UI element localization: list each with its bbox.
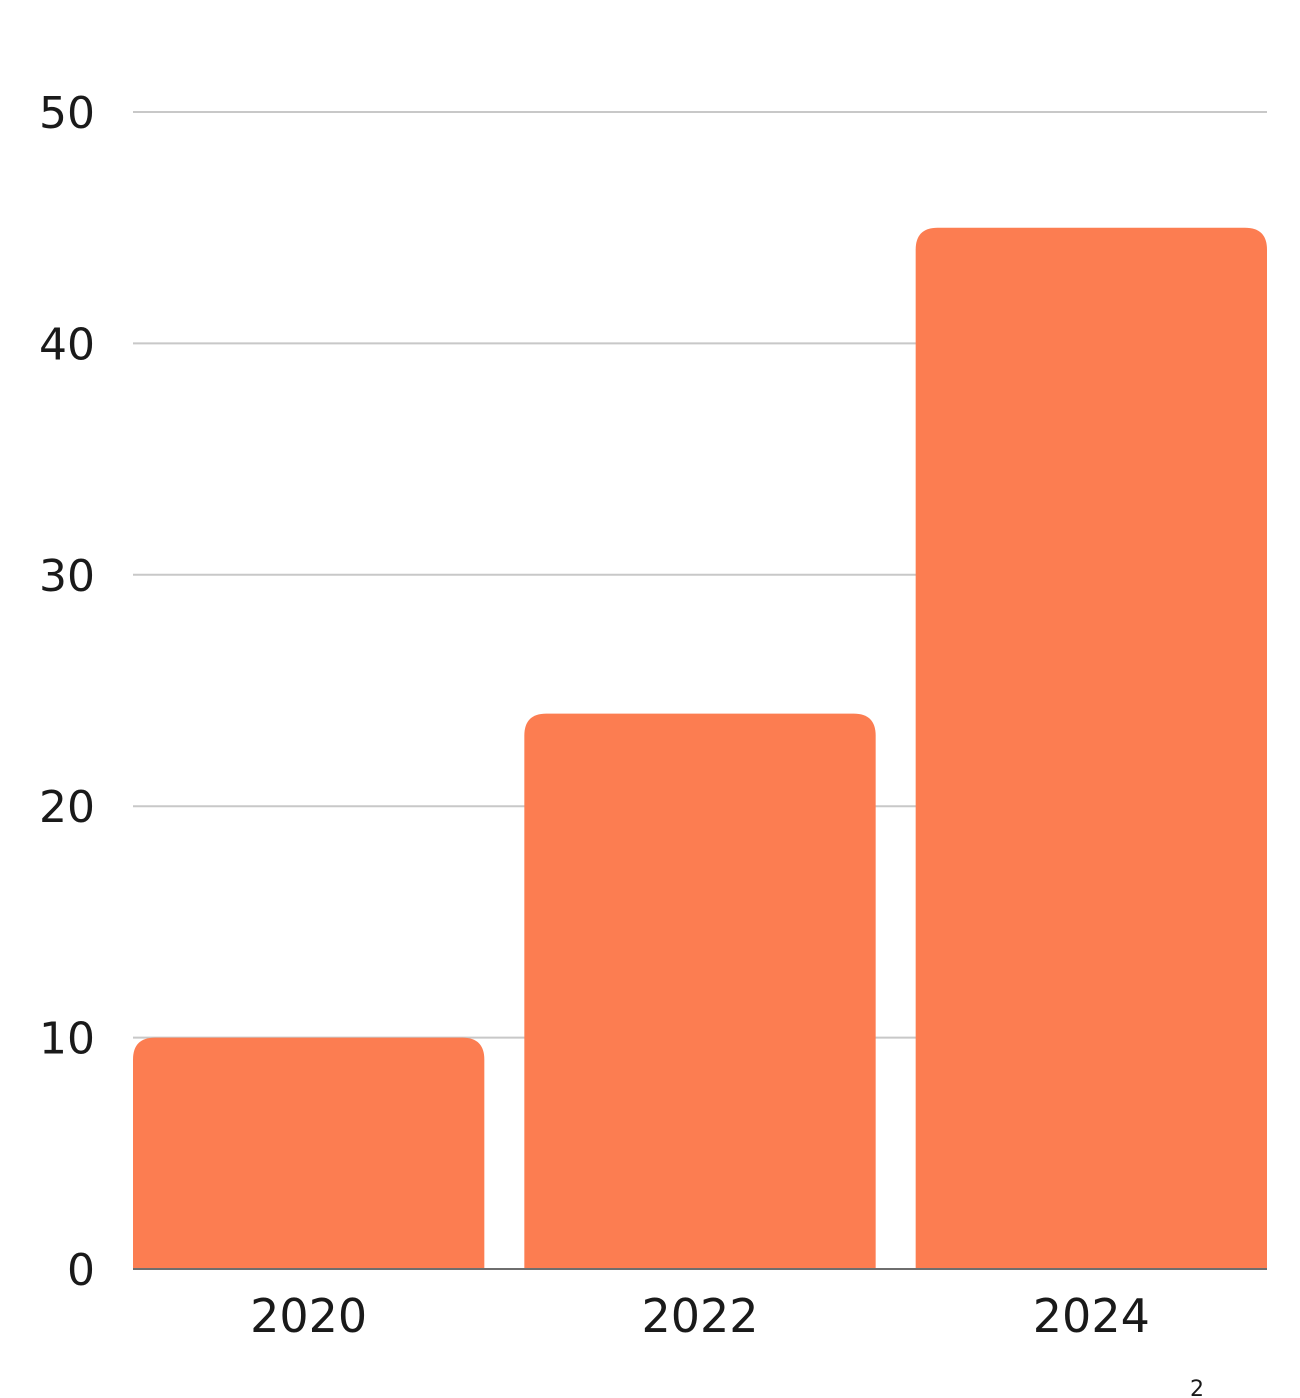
y-tick-label: 20: [39, 782, 95, 833]
bar-2022: [524, 713, 876, 1269]
y-tick-label: 40: [39, 319, 95, 370]
bar-2020: [133, 1037, 485, 1269]
y-tick-label: 0: [67, 1245, 95, 1296]
x-category-label: 2024: [1033, 1289, 1150, 1343]
footnote-marker: 2: [1190, 1377, 1204, 1398]
y-tick-label: 30: [39, 551, 95, 602]
x-category-label: 2020: [250, 1289, 367, 1343]
y-tick-label: 50: [39, 88, 95, 139]
bars: [133, 227, 1267, 1270]
x-axis-category-labels: 2020 2022 2024: [250, 1289, 1150, 1343]
y-axis-tick-labels: 0 10 20 30 40 50: [39, 88, 95, 1296]
bar-2024: [915, 227, 1267, 1270]
x-category-label: 2022: [641, 1289, 758, 1343]
y-tick-label: 10: [39, 1014, 95, 1065]
